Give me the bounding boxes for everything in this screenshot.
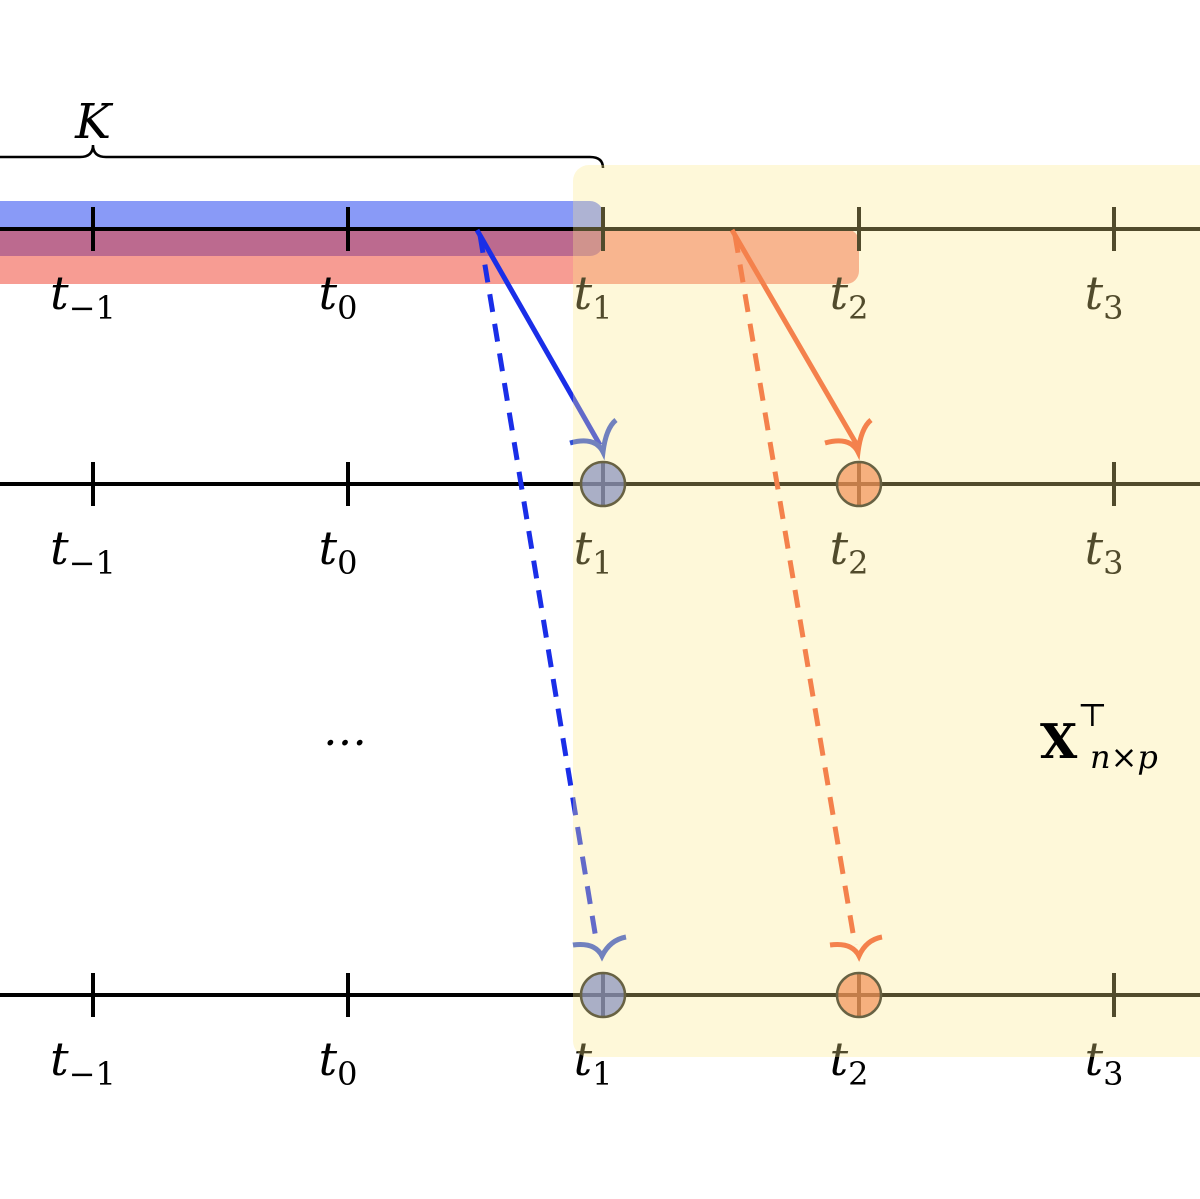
tick-base: t [1085,266,1104,320]
tick-label: t2 [830,521,869,582]
tick-sub: 3 [1103,289,1123,327]
matrix-sup: ⊤ [1077,696,1107,734]
tick-base: t [830,266,849,320]
tick-sub: 2 [848,544,868,582]
matrix-base: X [1040,714,1078,770]
arrow [474,228,603,447]
tick-sub: 1 [592,1055,612,1093]
matrix-sub: n×p [1090,738,1158,776]
arrow-head [824,418,873,461]
tick-sub: 2 [848,289,868,327]
tick-label: t2 [830,1032,869,1093]
tick-label: t1 [574,1032,613,1093]
tick-base: t [830,1032,849,1086]
tick-label: t3 [1085,1032,1124,1093]
ellipsis: … [323,705,367,756]
tick-label: t1 [574,521,613,582]
red-window [0,229,859,284]
matrix-label: X⊤ n×p [1040,696,1158,776]
arrow [732,234,858,946]
tick-sub: 1 [592,544,612,582]
tick-base: t [574,521,593,575]
tick-sub: −1 [69,1055,116,1093]
point [835,460,883,508]
arrows [474,228,883,962]
tick-label: t−1 [50,1032,116,1093]
tick-base: t [319,521,338,575]
tick-base: t [1085,521,1104,575]
tick-sub: 0 [337,289,357,327]
tick-sub: 0 [337,1055,357,1093]
matrix-region [573,165,1200,1057]
tick-sub: 2 [848,1055,868,1093]
tick-sub: 0 [337,544,357,582]
tick-label: t0 [319,266,358,327]
tick-sub: 3 [1103,1055,1123,1093]
tick-base: t [574,1032,593,1086]
tick-label: t3 [1085,266,1124,327]
tick-base: t [319,1032,338,1086]
arrow [729,228,860,447]
tick-label: t0 [319,521,358,582]
tick-base: t [1085,1032,1104,1086]
point [835,971,883,1019]
brace [0,144,605,169]
tick-sub: −1 [69,544,116,582]
tick-base: t [50,1032,69,1086]
tick-sub: 3 [1103,544,1123,582]
tick-label: t−1 [50,266,116,327]
tick-label: t2 [830,266,869,327]
tick-sub: −1 [69,289,116,327]
tick-label: t3 [1085,521,1124,582]
arrow-head [829,934,883,962]
tick-base: t [319,266,338,320]
point [579,460,627,508]
tick-label: t0 [319,1032,358,1093]
arrow-head [572,934,627,962]
tick-base: t [830,521,849,575]
brace-label: K [74,94,114,150]
arrow-head [569,418,618,461]
tick-label: t−1 [50,521,116,582]
tick-base: t [50,521,69,575]
point [579,971,627,1019]
tick-label: t1 [574,266,613,327]
tick-base: t [50,266,69,320]
tick-base: t [574,266,593,320]
tick-sub: 1 [592,289,612,327]
